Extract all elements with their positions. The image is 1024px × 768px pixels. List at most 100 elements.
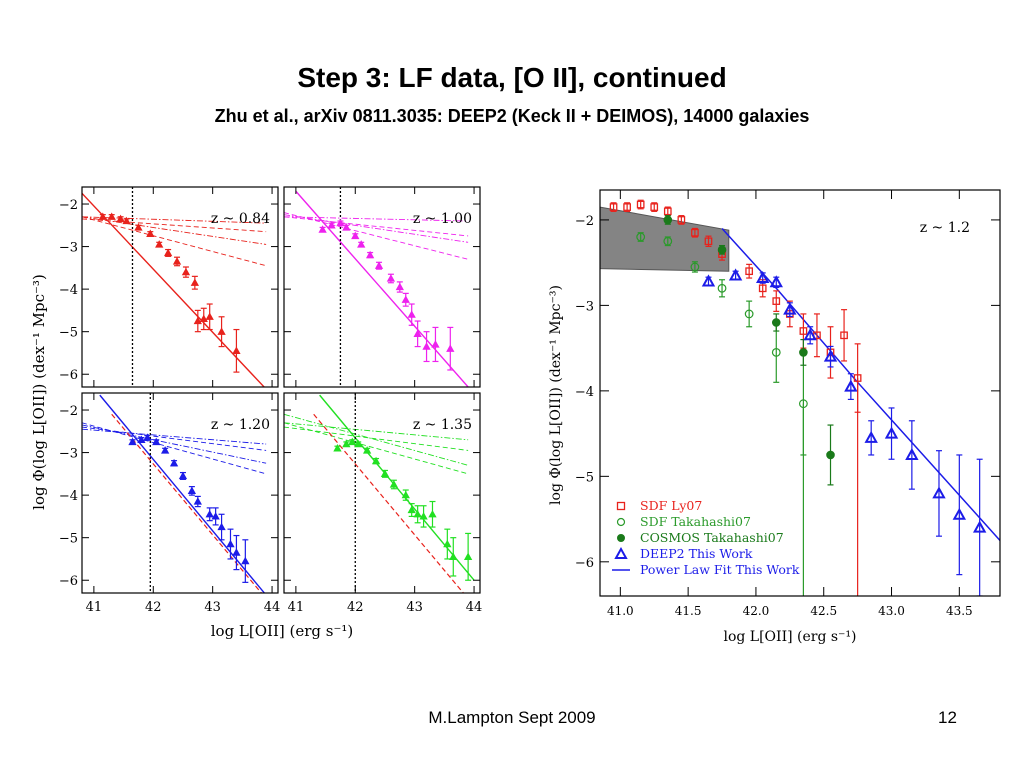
- legend-label: SDF Ly07: [640, 498, 702, 513]
- model-dashdot-line: [284, 216, 469, 222]
- y-tick-label: −3: [575, 299, 594, 314]
- y-tick-label: −4: [59, 283, 78, 298]
- data-point: [756, 270, 770, 284]
- x-tick-label: 41: [288, 600, 305, 615]
- data-point: [163, 248, 173, 257]
- data-point: [840, 331, 848, 340]
- subplot-3: −2 −3 −4 −5 −6 41 42 43 44 z ~ 1.20: [59, 392, 281, 615]
- reference-fit-line: [313, 413, 465, 593]
- legend-marker: [617, 534, 625, 542]
- data-point: [178, 471, 188, 480]
- data-point: [463, 552, 473, 560]
- data-point: [193, 497, 202, 505]
- data-point: [769, 275, 783, 288]
- y-tick-label: −6: [59, 574, 78, 589]
- data-point: [187, 486, 197, 495]
- data-point: [336, 218, 345, 227]
- data-point: [348, 437, 357, 446]
- data-point: [772, 297, 781, 305]
- subplot-2: z ~ 1.00: [283, 186, 481, 388]
- data-point: [844, 379, 858, 392]
- series-cosmos-takahashi07: [663, 215, 835, 486]
- data-point: [371, 456, 381, 465]
- data-point: [199, 314, 208, 323]
- legend-label: COSMOS Takahashi07: [640, 530, 784, 545]
- y-tick-label: −5: [59, 326, 78, 341]
- data-point: [609, 203, 618, 211]
- data-point: [241, 556, 250, 565]
- y-axis-label: log Φ(log L[OII]) (dex⁻¹ Mpc⁻³): [30, 274, 48, 510]
- data-point: [972, 520, 987, 533]
- x-tick-label: 41.5: [675, 604, 702, 618]
- data-point: [363, 446, 372, 454]
- data-point: [728, 268, 743, 281]
- data-point: [419, 512, 428, 520]
- data-point: [771, 318, 781, 327]
- redshift-label: z ~ 1.2: [920, 220, 970, 236]
- data-point: [864, 430, 878, 443]
- x-tick-label: 43.0: [878, 604, 905, 618]
- data-point: [193, 316, 202, 325]
- y-tick-label: −3: [59, 241, 78, 256]
- right-panel: −2 −3 −4 −5 −6 41.0 41.5 42.0 42.5 43.0 43.5 z ~ 1.…: [575, 189, 1001, 618]
- data-point: [232, 346, 241, 354]
- x-tick-label: 42.0: [743, 604, 770, 618]
- data-point: [771, 348, 781, 357]
- x-tick-label: 41: [86, 600, 103, 615]
- data-point: [799, 327, 808, 335]
- data-point: [717, 283, 727, 293]
- data-point: [380, 469, 390, 477]
- y-tick-label: −2: [575, 214, 594, 229]
- model-dashdot-line: [82, 428, 267, 445]
- data-point: [422, 342, 431, 350]
- x-axis-label: log L[OII] (erg s⁻¹): [723, 629, 856, 645]
- fit-line: [319, 394, 475, 581]
- data-point: [407, 505, 416, 514]
- data-point: [190, 278, 199, 286]
- data-point: [374, 261, 384, 269]
- data-point: [401, 295, 410, 303]
- redshift-label: z ~ 0.84: [211, 211, 270, 227]
- model-dashdot-line: [284, 214, 469, 243]
- data-point: [155, 240, 164, 248]
- data-point: [446, 344, 455, 352]
- x-tick-label: 44: [264, 600, 281, 615]
- fit-line: [295, 190, 469, 387]
- y-tick-label: −3: [59, 447, 78, 462]
- y-tick-label: −5: [59, 532, 78, 547]
- plot-frame: [81, 392, 279, 594]
- model-dashed-line: [82, 426, 267, 451]
- data-point: [172, 257, 182, 265]
- data-point: [107, 212, 116, 220]
- data-point: [152, 437, 161, 446]
- data-point: [211, 512, 220, 520]
- fit-line: [82, 192, 266, 387]
- model-dashdot-line: [82, 216, 267, 245]
- data-point: [205, 509, 214, 518]
- data-point: [783, 302, 797, 315]
- plot-frame: [599, 189, 1001, 597]
- data-point: [181, 267, 191, 276]
- data-point: [122, 216, 131, 225]
- model-dashdot-line: [82, 424, 267, 464]
- data-point: [226, 539, 235, 548]
- data-point: [691, 228, 699, 237]
- data-point: [663, 207, 672, 216]
- data-point: [205, 312, 214, 320]
- data-point: [823, 349, 838, 362]
- data-point: [449, 552, 458, 560]
- y-axis-label: log Φ(log L[OII]) (dex⁻¹ Mpc⁻³): [548, 285, 564, 505]
- data-point: [351, 231, 360, 240]
- data-point: [952, 507, 967, 520]
- data-point: [327, 220, 336, 229]
- data-point: [826, 450, 835, 460]
- data-point: [357, 240, 366, 248]
- model-dashdot-line: [284, 422, 469, 441]
- redshift-label: z ~ 1.00: [413, 211, 472, 227]
- data-point: [413, 509, 422, 518]
- data-point: [146, 229, 155, 237]
- x-tick-label: 42: [347, 600, 364, 615]
- y-tick-label: −2: [59, 198, 78, 213]
- data-point: [407, 310, 416, 318]
- data-point: [636, 232, 646, 242]
